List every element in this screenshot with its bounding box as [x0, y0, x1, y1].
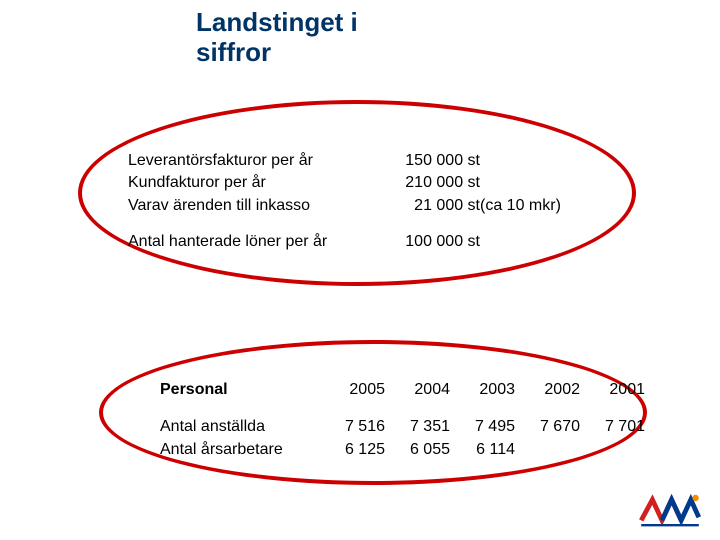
cell: [580, 438, 645, 461]
fact-value: 150 000 st: [380, 150, 480, 172]
personnel-block: Personal 2005 2004 2003 2002 2001 Antal …: [160, 378, 645, 462]
year-header: 2004: [385, 378, 450, 401]
fact-label: Antal hanterade löner per år: [128, 231, 380, 253]
logo-icon: [638, 490, 702, 530]
fact-label: Kundfakturor per år: [128, 172, 380, 194]
cell: 6 125: [320, 438, 385, 461]
fact-note: (ca 10 mkr): [480, 195, 561, 217]
cell: 6 114: [450, 438, 515, 461]
fact-note: [480, 150, 561, 172]
table-row: Antal hanterade löner per år 100 000 st: [128, 231, 561, 253]
slide-title: Landstinget i siffror: [196, 8, 358, 68]
fact-value: 21 000 st: [380, 195, 480, 217]
title-line-1: Landstinget i: [196, 7, 358, 37]
facts-block: Leverantörsfakturor per år 150 000 st Ku…: [128, 150, 561, 254]
fact-label: Leverantörsfakturor per år: [128, 150, 380, 172]
cell: 7 351: [385, 415, 450, 438]
title-line-2: siffror: [196, 37, 271, 67]
fact-label: Varav ärenden till inkasso: [128, 195, 380, 217]
personnel-header-label: Personal: [160, 378, 320, 401]
cell: 7 701: [580, 415, 645, 438]
year-header: 2001: [580, 378, 645, 401]
table-row: Antal anställda 7 516 7 351 7 495 7 670 …: [160, 415, 645, 438]
fact-value: 100 000 st: [380, 231, 480, 253]
cell: 7 670: [515, 415, 580, 438]
cell: [515, 438, 580, 461]
row-label: Antal årsarbetare: [160, 438, 320, 461]
year-header: 2005: [320, 378, 385, 401]
facts-table: Leverantörsfakturor per år 150 000 st Ku…: [128, 150, 561, 254]
year-header: 2002: [515, 378, 580, 401]
personnel-table: Personal 2005 2004 2003 2002 2001 Antal …: [160, 378, 645, 462]
cell: 7 495: [450, 415, 515, 438]
fact-value: 210 000 st: [380, 172, 480, 194]
table-row: Antal årsarbetare 6 125 6 055 6 114: [160, 438, 645, 461]
year-header: 2003: [450, 378, 515, 401]
cell: 7 516: [320, 415, 385, 438]
row-label: Antal anställda: [160, 415, 320, 438]
spacer: [160, 401, 645, 415]
table-row: Kundfakturor per år 210 000 st: [128, 172, 561, 194]
fact-note: [480, 172, 561, 194]
table-row: Leverantörsfakturor per år 150 000 st: [128, 150, 561, 172]
cell: 6 055: [385, 438, 450, 461]
spacer: [128, 217, 561, 231]
table-header-row: Personal 2005 2004 2003 2002 2001: [160, 378, 645, 401]
table-row: Varav ärenden till inkasso 21 000 st (ca…: [128, 195, 561, 217]
fact-note: [480, 231, 561, 253]
